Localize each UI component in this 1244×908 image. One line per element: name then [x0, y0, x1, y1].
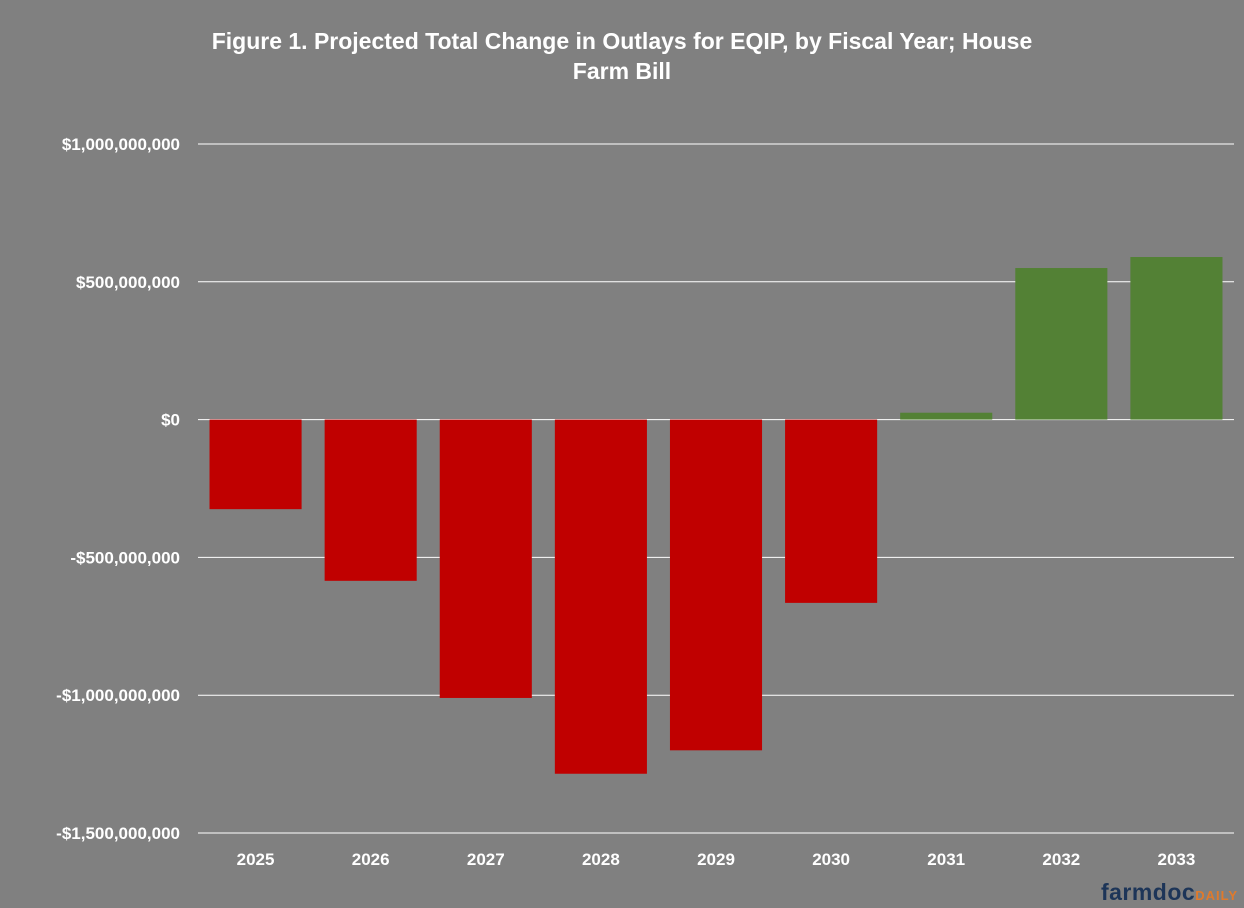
bar-2026 — [324, 419, 417, 581]
y-tick-label: -$1,500,000,000 — [56, 824, 180, 843]
chart-title-line-2: Farm Bill — [572, 58, 672, 84]
y-tick-label: $500,000,000 — [76, 273, 180, 292]
x-category-label: 2026 — [352, 850, 390, 869]
farmdoc-daily-logo: farmdocDAILY — [1101, 879, 1238, 906]
bar-2032 — [1015, 268, 1108, 420]
x-category-label: 2025 — [237, 850, 275, 869]
bar-2029 — [669, 419, 763, 751]
bar-2030 — [785, 419, 878, 603]
chart-title: Figure 1. Projected Total Change in Outl… — [0, 26, 1244, 86]
x-category-label: 2033 — [1158, 850, 1196, 869]
x-axis-category-labels: 2025 2026 2027 2028 2029 2030 2031 2032 2033 — [237, 850, 1196, 869]
bar-2031 — [900, 412, 993, 420]
bar-2028 — [554, 419, 647, 774]
x-category-label: 2030 — [812, 850, 850, 869]
y-tick-label: $1,000,000,000 — [62, 135, 180, 154]
y-tick-label: $0 — [161, 411, 180, 430]
y-tick-label: -$500,000,000 — [70, 548, 180, 567]
y-axis-tick-labels: $1,000,000,000 $500,000,000 $0 -$500,000,00… — [56, 135, 180, 843]
x-category-label: 2027 — [467, 850, 505, 869]
chart-title-line-1: Figure 1. Projected Total Change in Outl… — [211, 28, 1033, 54]
bars — [209, 256, 1223, 774]
x-category-label: 2028 — [582, 850, 620, 869]
logo-accent: DAILY — [1195, 888, 1238, 903]
x-category-label: 2032 — [1042, 850, 1080, 869]
bar-2027 — [439, 419, 532, 698]
x-category-label: 2031 — [927, 850, 965, 869]
y-tick-label: -$1,000,000,000 — [56, 686, 180, 705]
x-category-label: 2029 — [697, 850, 735, 869]
bar-2033 — [1130, 256, 1223, 420]
bar-2025 — [209, 419, 302, 510]
logo-main: farmdoc — [1100, 879, 1196, 905]
